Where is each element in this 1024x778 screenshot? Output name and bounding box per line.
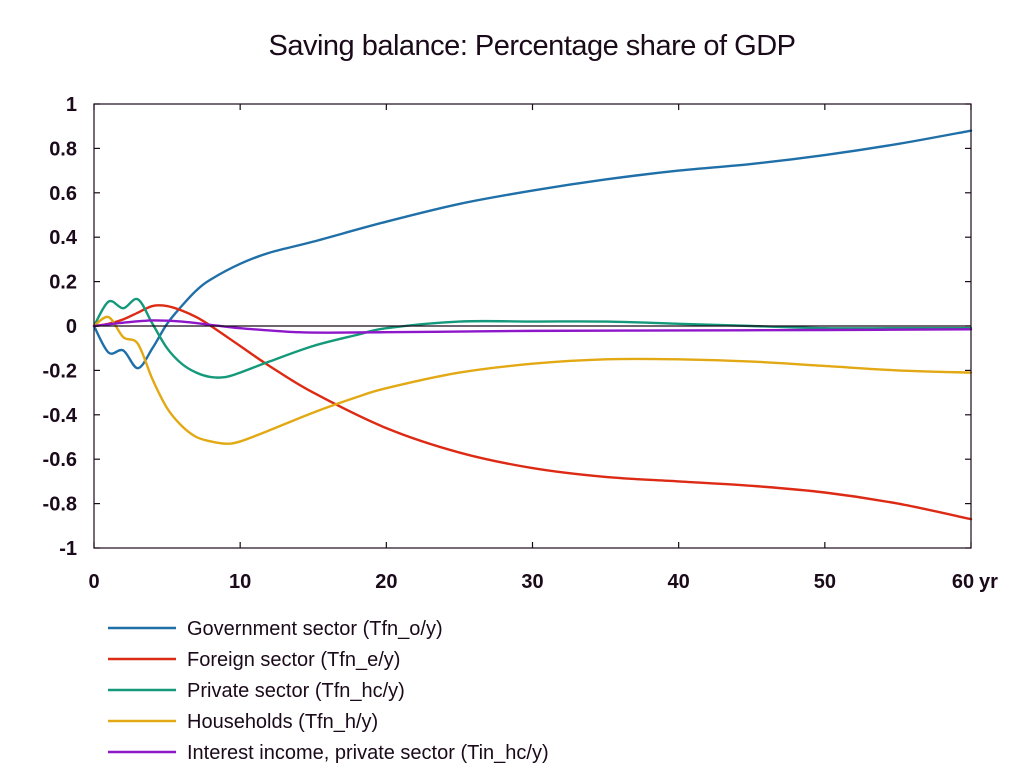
y-tick-label: 0.8 <box>49 138 77 160</box>
legend-label: Households (Tfn_h/y) <box>187 711 378 733</box>
x-tick-label: 10 <box>229 571 251 593</box>
x-tick-label: 20 <box>375 571 397 593</box>
ticks-layer <box>93 103 972 549</box>
y-tick-label: -0.6 <box>43 449 77 471</box>
y-tick-label: 0.6 <box>49 183 77 205</box>
series-line-2 <box>92 304 973 521</box>
x-tick-label: 40 <box>668 571 690 593</box>
legend-label: Interest income, private sector (Tin_hc/… <box>187 742 549 764</box>
y-tick-label: -0.8 <box>43 494 77 516</box>
y-tick-label: -0.2 <box>43 360 77 382</box>
series-line-1 <box>92 129 973 370</box>
chart-title: Saving balance: Percentage share of GDP <box>268 30 797 62</box>
x-tick-label: 0 <box>88 571 99 593</box>
legend: Government sector (Tfn_o/y) Foreign secto… <box>108 618 549 764</box>
y-tick-label: -1 <box>59 538 77 560</box>
x-tick-label: 60 <box>952 571 974 593</box>
y-tick-label: -0.4 <box>43 405 78 427</box>
axis-labels-layer: 1 0.8 0.6 0.4 0.2 0 -0.2 -0.4 -0.6 -0.8 -1 0 10 20 30 4… <box>43 94 999 593</box>
x-tick-label: 50 <box>814 571 836 593</box>
x-tick-label: 30 <box>521 571 543 593</box>
legend-label: Foreign sector (Tfn_e/y) <box>187 649 400 671</box>
series-line-4 <box>92 315 973 445</box>
y-tick-label: 0 <box>66 316 77 338</box>
series-line-5 <box>92 319 973 334</box>
x-unit-label: yr <box>979 571 998 593</box>
y-tick-label: 0.4 <box>49 227 78 249</box>
legend-label: Private sector (Tfn_hc/y) <box>187 680 405 702</box>
legend-label: Government sector (Tfn_o/y) <box>187 618 443 640</box>
y-tick-label: 0.2 <box>49 272 77 294</box>
series-layer <box>92 129 973 521</box>
y-tick-label: 1 <box>66 94 77 116</box>
